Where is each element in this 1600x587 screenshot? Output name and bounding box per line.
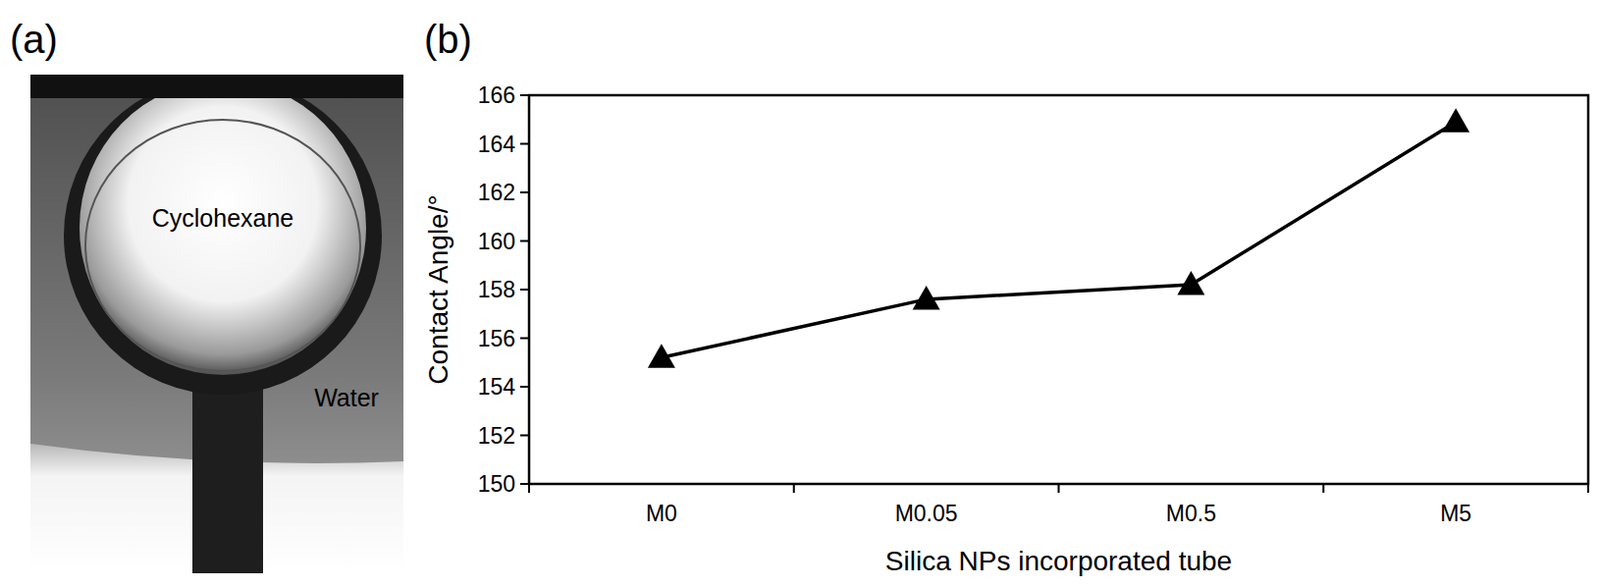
y-tick: [520, 191, 530, 194]
data-marker: [912, 285, 941, 311]
figure: Cyclohexane Water (a) (b) 150 152 154 156 158 160…: [0, 0, 1600, 587]
data-marker: [1176, 270, 1205, 296]
plot-area: [647, 107, 1470, 369]
y-tick: [520, 143, 530, 146]
panel-letter: (a): [9, 17, 58, 61]
y-tick: [520, 482, 530, 485]
panel-letter: (b): [424, 17, 473, 61]
y-tick-label: 154: [478, 373, 517, 400]
x-tick: [1587, 483, 1590, 493]
droplet-photo: [30, 74, 404, 574]
y-tick: [520, 240, 530, 243]
x-tick: [528, 483, 531, 493]
plot-frame: [529, 95, 1589, 484]
y-tick-label: 164: [478, 131, 517, 158]
x-tick: [793, 483, 796, 493]
x-tick-label: M5: [1440, 500, 1472, 527]
x-axis-title: Silica NPs incorporated tube: [885, 545, 1232, 577]
y-tick-label: 166: [478, 82, 516, 108]
droplet: [79, 80, 367, 375]
x-tick: [1322, 483, 1325, 493]
y-tick: [520, 434, 530, 437]
y-tick-label: 160: [478, 228, 516, 255]
y-tick-label: 150: [478, 471, 516, 497]
top-plate: [30, 74, 404, 99]
needle: [192, 363, 264, 574]
x-tick-label: M0: [645, 500, 678, 527]
x-tick-label: M0.5: [1166, 500, 1217, 527]
data-marker: [647, 343, 676, 369]
y-tick: [520, 288, 530, 291]
data-marker: [1441, 107, 1470, 133]
droplet-rim: [63, 76, 382, 395]
y-tick: [520, 94, 530, 97]
y-tick-label: 156: [478, 325, 516, 352]
y-tick: [520, 337, 530, 340]
photo-label: Cyclohexane: [152, 204, 295, 232]
y-axis-title: Contact Angle/°: [423, 194, 454, 384]
x-tick-label: M0.05: [895, 500, 959, 527]
x-tick: [1058, 483, 1061, 493]
canvas: Cyclohexane Water (a) (b) 150 152 154 156 158 160…: [0, 0, 1600, 587]
y-tick-label: 162: [478, 179, 516, 206]
photo-label: Water: [314, 383, 379, 412]
data-line: [661, 121, 1456, 358]
droplet-edge: [85, 119, 361, 372]
y-tick-label: 158: [478, 276, 516, 303]
photo-background: [30, 74, 404, 574]
y-tick-label: 152: [478, 423, 516, 449]
y-tick: [520, 385, 530, 388]
